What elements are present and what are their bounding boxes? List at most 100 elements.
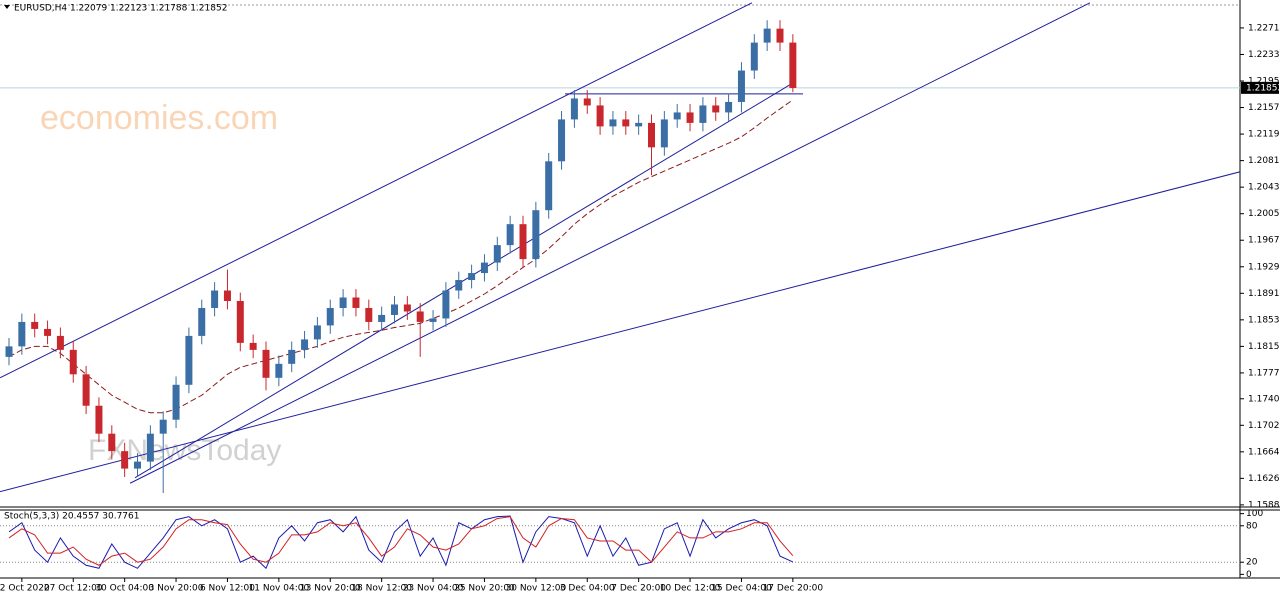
candle-body [18, 321, 26, 347]
candle-body [121, 451, 129, 469]
candle-body [635, 122, 643, 127]
y-tick-label: 1.18150 [1248, 342, 1280, 352]
candle-body [288, 349, 296, 364]
candle-body [403, 304, 411, 312]
candle-body [5, 346, 13, 357]
y-tick-label: 0 [1246, 570, 1252, 580]
candle-body [686, 112, 694, 123]
x-tick-label: 22 Oct 2020 [0, 584, 50, 594]
candle-body [378, 314, 386, 322]
candle-body [558, 119, 566, 162]
y-tick-label: 1.17020 [1248, 421, 1280, 431]
candle-body [532, 210, 540, 260]
candle-body [69, 349, 77, 375]
candle-body [223, 290, 231, 301]
price-label: 1.21852 [1246, 83, 1280, 93]
y-tick-label: 1.20810 [1248, 156, 1280, 166]
candle-body [185, 335, 193, 385]
x-tick-label: 30 Oct 04:00 [95, 584, 154, 594]
candle-body [146, 433, 154, 462]
candle-body [339, 297, 347, 308]
candle-body [313, 325, 321, 340]
candle-body [159, 419, 167, 434]
candle-body [82, 374, 90, 406]
candle-body [776, 28, 784, 43]
candle-body [468, 273, 476, 281]
trendline [0, 171, 1240, 493]
candle-body [365, 307, 373, 322]
y-tick-label: 1.21190 [1248, 130, 1280, 140]
candle-body [262, 349, 270, 378]
candle-body [570, 98, 578, 120]
candle-body [660, 119, 668, 148]
candle-body [391, 304, 398, 315]
y-tick-label: 1.17770 [1248, 368, 1280, 378]
candle-body [455, 280, 463, 291]
price-panel [0, 2, 1240, 494]
candle-body [737, 70, 745, 102]
y-tick-label: 1.19290 [1248, 262, 1280, 272]
trendline [129, 2, 1091, 484]
header-arrow [4, 5, 10, 9]
candle-body [789, 42, 797, 88]
y-tick-label: 1.21570 [1248, 103, 1280, 113]
candle-body [442, 290, 450, 319]
x-tick-label: 11 Nov 04:00 [249, 584, 310, 594]
candle-body [95, 405, 103, 434]
candle-body [596, 105, 604, 127]
candle-body [545, 161, 553, 211]
x-tick-label: 17 Dec 20:00 [763, 584, 824, 594]
x-tick-label: 3 Nov 20:00 [149, 584, 204, 594]
candle-body [712, 105, 720, 113]
candle-body [275, 363, 283, 378]
candle-body [519, 224, 527, 260]
y-tick-label: 80 [1246, 521, 1258, 531]
y-tick-label: 1.15880 [1248, 500, 1280, 510]
candle-body [750, 42, 758, 71]
watermark: economies.com [40, 99, 278, 137]
x-tick-label: 25 Nov 20:00 [454, 584, 515, 594]
candle-body [134, 461, 141, 469]
y-tick-label: 100 [1246, 509, 1263, 519]
x-tick-label: 6 Nov 12:00 [200, 584, 255, 594]
x-tick-label: 23 Nov 04:00 [403, 584, 464, 594]
candle-body [301, 339, 309, 350]
candle-body [648, 122, 655, 148]
x-tick-label: 18 Nov 12:00 [351, 584, 412, 594]
candle-body [725, 101, 733, 113]
trendline [134, 81, 796, 479]
y-tick-label: 1.16640 [1248, 447, 1280, 457]
candle-body [480, 262, 488, 274]
y-tick-label: 1.20050 [1248, 209, 1280, 219]
watermark: FXNewsToday [88, 434, 281, 467]
y-tick-label: 1.22710 [1248, 23, 1280, 33]
candle-body [236, 300, 244, 343]
candle-body [622, 119, 630, 127]
x-tick-label: 7 Dec 20:00 [611, 584, 666, 594]
candle-body [211, 290, 219, 308]
candle-body [56, 335, 64, 350]
trendline [0, 2, 753, 379]
candle-body [673, 112, 681, 120]
y-tick-label: 1.22330 [1248, 50, 1280, 60]
candle-body [493, 245, 501, 263]
candle-body [44, 328, 52, 336]
x-tick-label: 27 Oct 12:00 [44, 584, 103, 594]
x-tick-label: 10 Dec 12:00 [660, 584, 721, 594]
candle-body [249, 342, 257, 350]
moving-average [8, 99, 794, 414]
candle-body [506, 224, 514, 246]
candle-body [763, 28, 771, 43]
y-tick-label: 1.21950 [1248, 77, 1280, 87]
candle-body [416, 311, 424, 322]
x-tick-label: 13 Nov 20:00 [300, 584, 361, 594]
candle-body [583, 98, 591, 106]
y-tick-label: 1.18530 [1248, 315, 1280, 325]
x-tick-label: 15 Dec 04:00 [711, 584, 772, 594]
y-tick-label: 1.19670 [1248, 236, 1280, 246]
candle-body [108, 433, 116, 452]
candle-body [326, 307, 334, 326]
stoch-line [8, 516, 794, 566]
x-tick-label: 30 Nov 12:00 [506, 584, 567, 594]
